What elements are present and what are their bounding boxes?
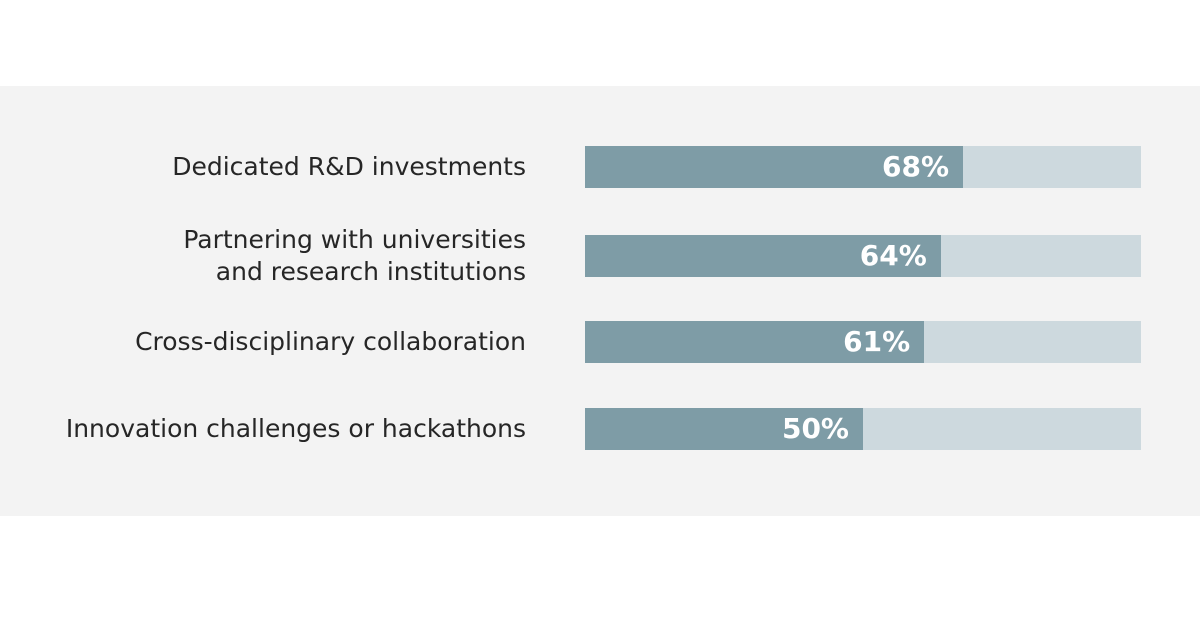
bar-value-label: 50% [781, 412, 849, 445]
chart-panel: Dedicated R&D investments 68% Partnering w… [0, 86, 1200, 516]
bar-value-label: 61% [843, 325, 911, 358]
category-label: Partnering with universities and researc… [183, 225, 526, 286]
bar-track: 68% [585, 146, 1141, 188]
bar: 61% [585, 321, 925, 363]
bar-track: 61% [585, 321, 1141, 363]
category-label: Cross-disciplinary collaboration [135, 327, 526, 356]
bar-track: 64% [585, 235, 1141, 277]
bar: 50% [585, 408, 863, 450]
bar-value-label: 68% [882, 150, 950, 183]
category-label: Dedicated R&D investments [172, 152, 526, 181]
bar-value-label: 64% [859, 239, 927, 272]
bar: 64% [585, 235, 941, 277]
bar: 68% [585, 146, 964, 188]
category-label: Innovation challenges or hackathons [65, 414, 526, 443]
bar-track: 50% [585, 408, 1141, 450]
